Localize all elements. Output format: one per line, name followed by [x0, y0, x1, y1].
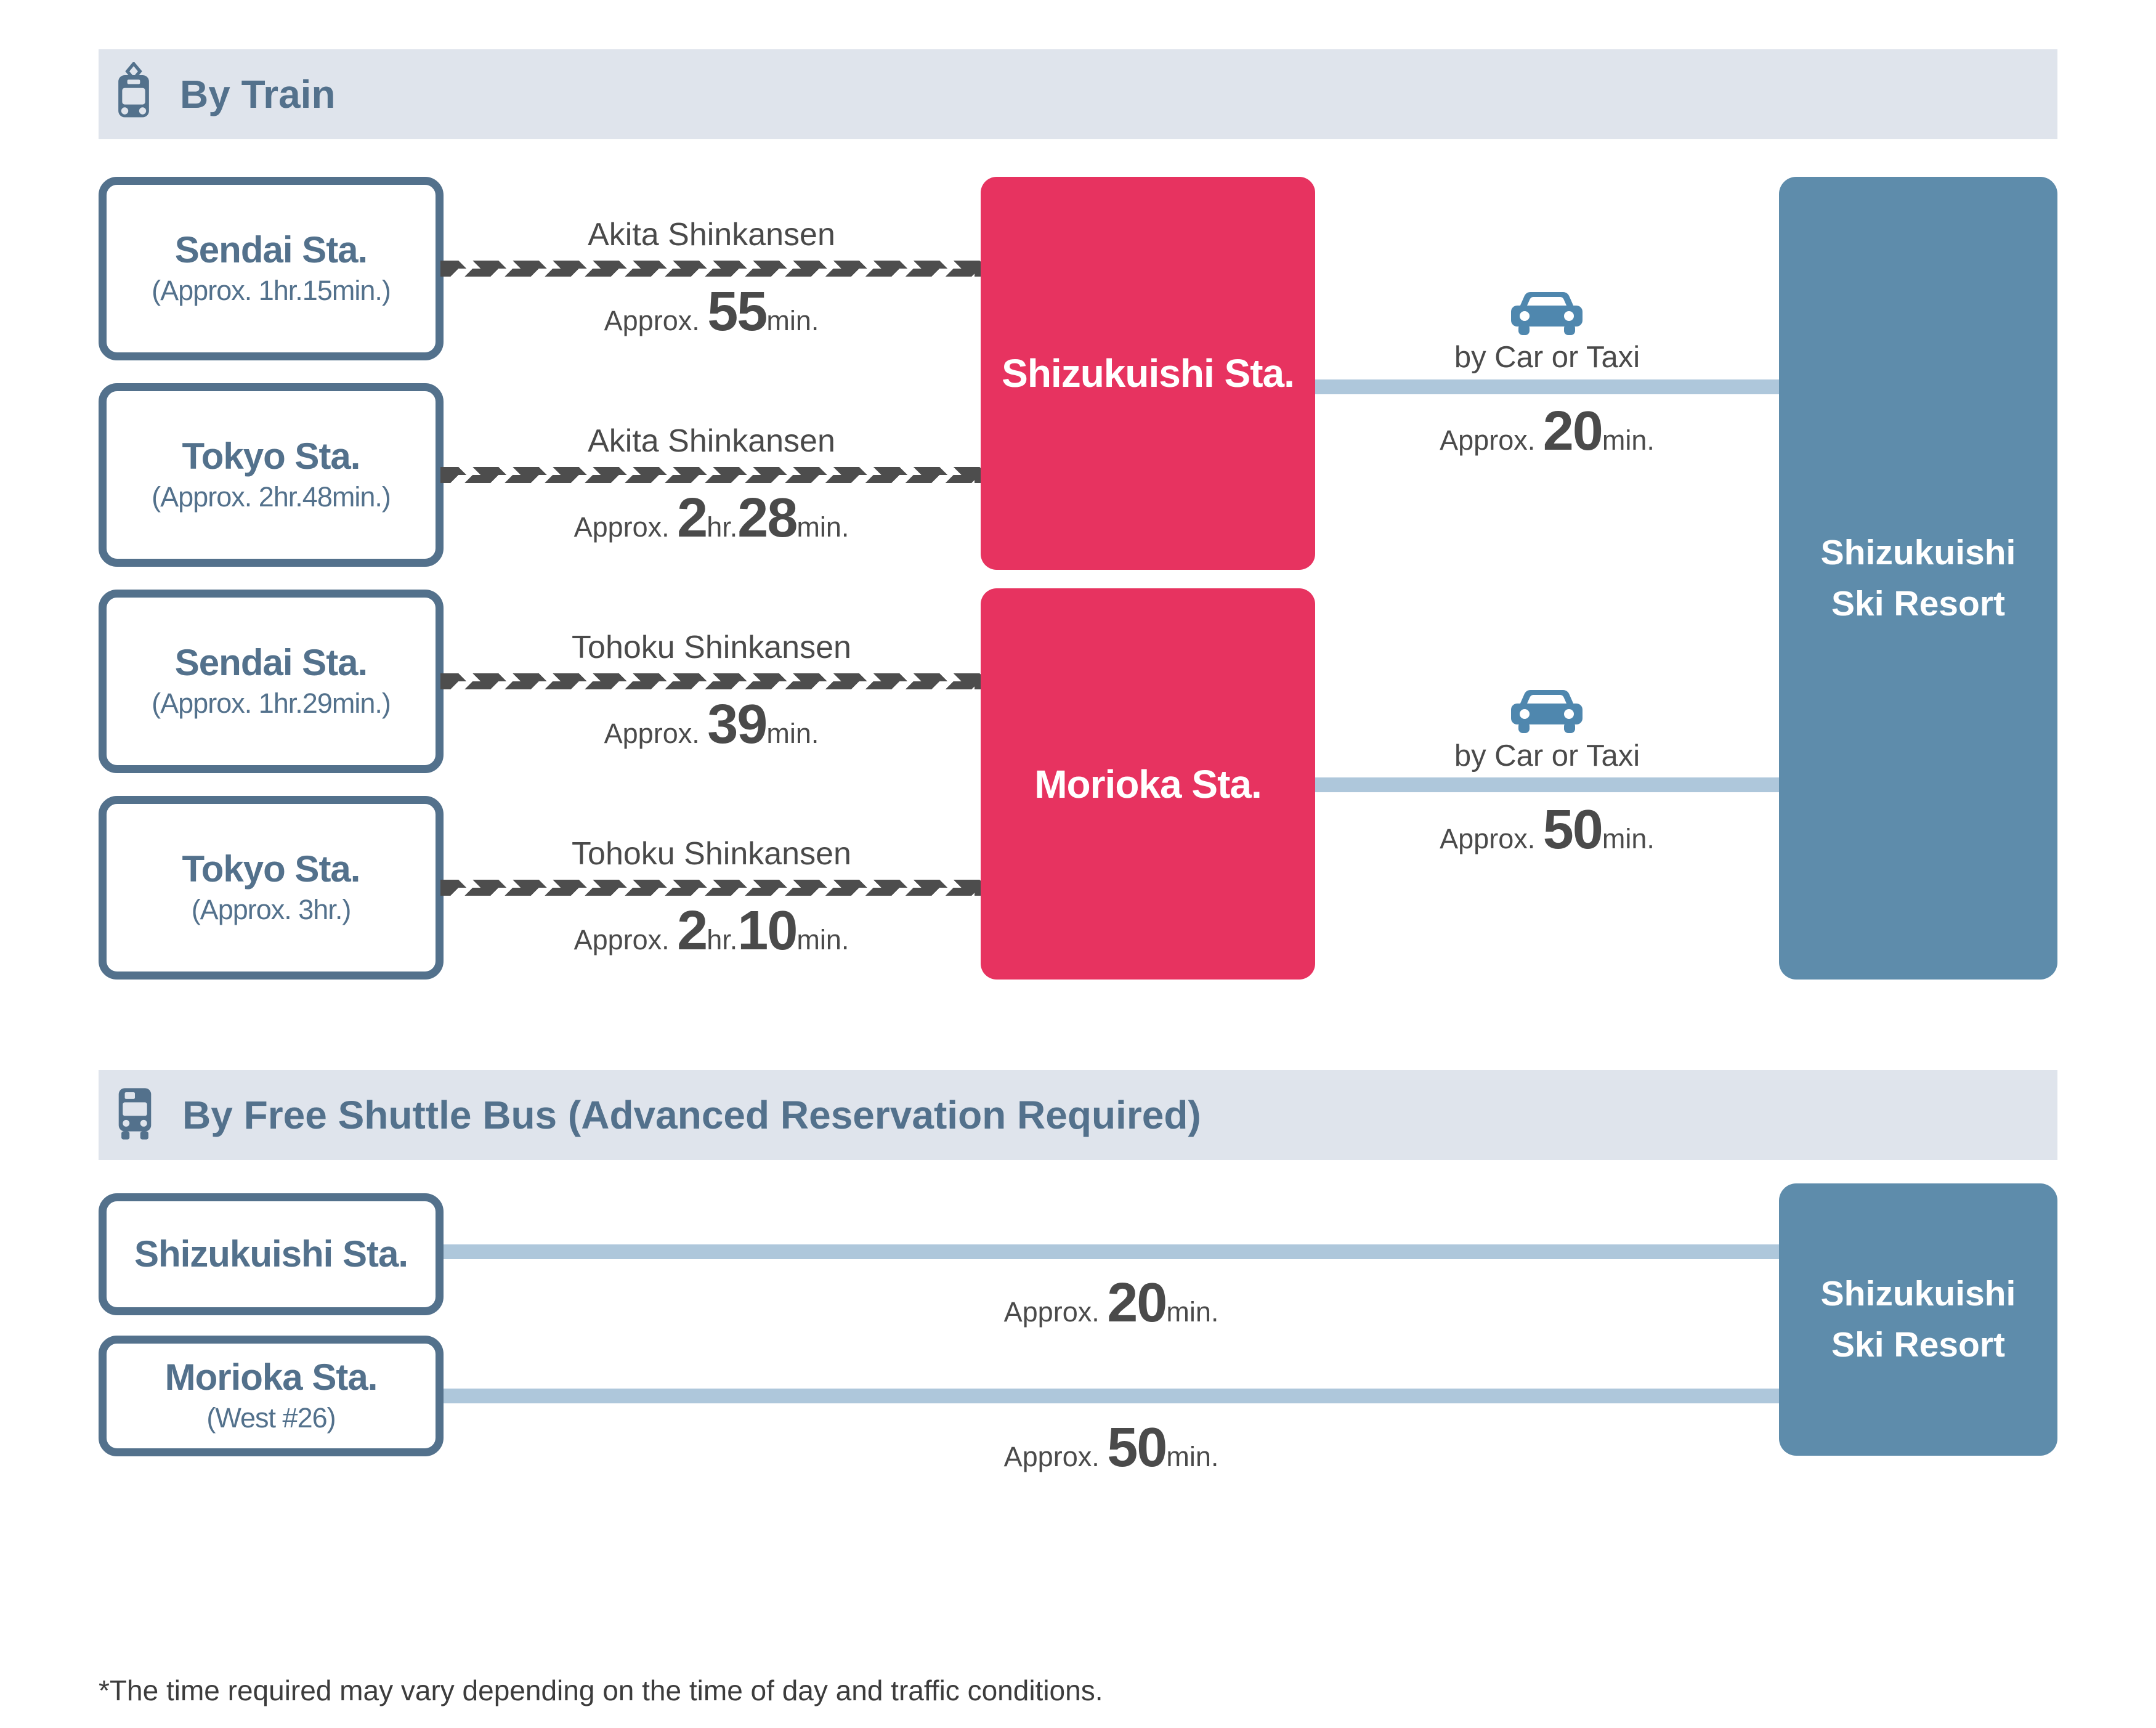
station-box-tokyo-akita: Tokyo Sta. (Approx. 2hr.48min.): [99, 383, 444, 567]
destination-name: Shizukuishi Ski Resort: [1820, 1274, 2016, 1365]
bus-section-header: By Free Shuttle Bus (Advanced Reservatio…: [99, 1070, 2057, 1160]
transfer-line: [1315, 379, 1779, 394]
station-name: Tokyo Sta.: [182, 848, 361, 890]
bus-duration: Approx. 50min.: [1003, 1417, 1219, 1479]
station-box-shizukuishi-bus: Shizukuishi Sta.: [99, 1193, 444, 1315]
car-icon: [1510, 288, 1584, 344]
transfer-label: by Car or Taxi: [1454, 341, 1640, 374]
route-duration: Approx. 2hr.10min.: [573, 900, 849, 962]
route-duration: Approx. 39min.: [604, 694, 819, 755]
station-name: Tokyo Sta.: [182, 435, 361, 477]
station-box-sendai-tohoku: Sendai Sta. (Approx. 1hr.29min.): [99, 590, 444, 773]
station-note: (West #26): [206, 1402, 336, 1434]
train-icon: [116, 60, 152, 127]
station-note: (Approx. 2hr.48min.): [152, 481, 391, 513]
shinkansen-arrow: [440, 880, 983, 896]
station-box-tokyo-tohoku: Tokyo Sta. (Approx. 3hr.): [99, 796, 444, 980]
route-line-name: Akita Shinkansen: [588, 423, 835, 459]
station-note: (Approx. 1hr.29min.): [152, 688, 391, 720]
car-icon: [1510, 686, 1584, 742]
station-name: Shizukuishi Sta.: [134, 1233, 408, 1275]
hub-name: Shizukuishi Sta.: [1002, 351, 1295, 395]
destination-box-ski-resort-bus: Shizukuishi Ski Resort: [1779, 1183, 2057, 1456]
station-name: Morioka Sta.: [164, 1356, 378, 1398]
route-line-name: Tohoku Shinkansen: [572, 630, 851, 665]
station-note: (Approx. 3hr.): [191, 894, 352, 926]
train-section-header: By Train: [99, 49, 2057, 139]
route-duration: Approx. 2hr.28min.: [573, 487, 849, 549]
bus-line: [444, 1244, 1779, 1259]
destination-box-ski-resort: Shizukuishi Ski Resort: [1779, 177, 2057, 980]
station-box-morioka-bus: Morioka Sta. (West #26): [99, 1336, 444, 1456]
hub-name: Morioka Sta.: [1034, 761, 1262, 806]
route-line-name: Akita Shinkansen: [588, 217, 835, 253]
station-name: Sendai Sta.: [174, 641, 368, 683]
station-note: (Approx. 1hr.15min.): [152, 275, 391, 307]
station-box-sendai-akita: Sendai Sta. (Approx. 1hr.15min.): [99, 177, 444, 360]
shinkansen-arrow: [440, 673, 983, 689]
transfer-duration: Approx. 20min.: [1440, 400, 1655, 462]
train-section-title: By Train: [180, 72, 336, 116]
footnote: *The time required may vary depending on…: [99, 1674, 1103, 1706]
route-duration: Approx. 55min.: [604, 281, 819, 343]
transfer-label: by Car or Taxi: [1454, 739, 1640, 773]
transfer-duration: Approx. 50min.: [1440, 799, 1655, 861]
bus-line: [444, 1389, 1779, 1403]
shinkansen-arrow: [440, 467, 983, 483]
bus-icon: [116, 1085, 154, 1145]
shinkansen-arrow: [440, 261, 983, 277]
hub-box-morioka-sta: Morioka Sta.: [981, 588, 1315, 980]
hub-box-shizukuishi-sta: Shizukuishi Sta.: [981, 177, 1315, 570]
destination-name: Shizukuishi Ski Resort: [1820, 532, 2016, 623]
route-line-name: Tohoku Shinkansen: [572, 836, 851, 872]
transfer-line: [1315, 777, 1779, 792]
station-name: Sendai Sta.: [174, 229, 368, 270]
bus-section-title: By Free Shuttle Bus (Advanced Reservatio…: [182, 1093, 1201, 1137]
bus-duration: Approx. 20min.: [1003, 1272, 1219, 1334]
